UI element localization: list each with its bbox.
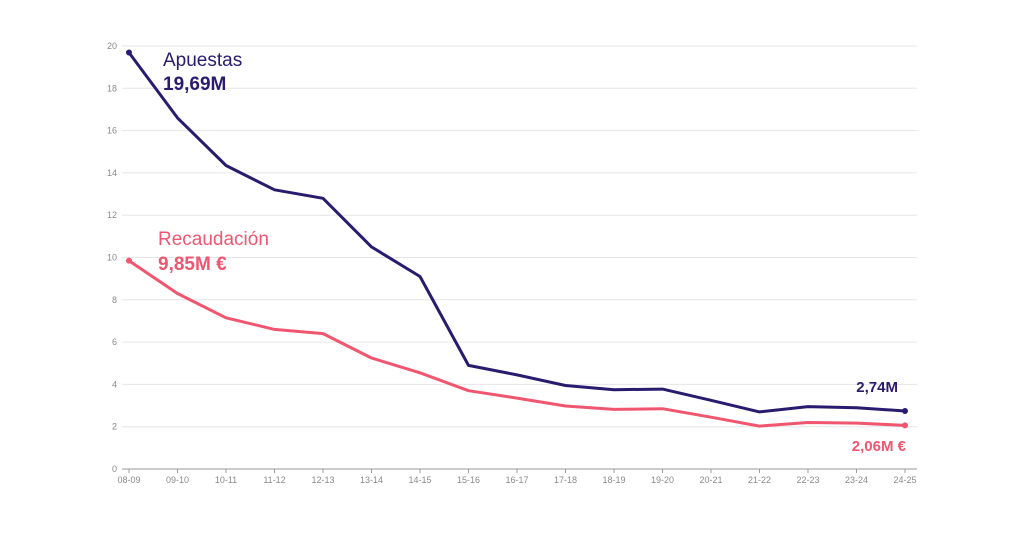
x-tick-label: 23-24 — [845, 475, 868, 485]
y-tick-label: 12 — [107, 210, 117, 220]
x-tick-label: 20-21 — [699, 475, 722, 485]
x-axis: 08-09 09-10 10-11 11-12 12-13 13-14 14-15 15-16… — [117, 468, 917, 485]
series-layer — [126, 49, 908, 429]
x-tick-label: 24-25 — [893, 475, 916, 485]
x-tick-label: 13-14 — [360, 475, 383, 485]
x-tick-label: 15-16 — [457, 475, 480, 485]
recaudacion-start-label: 9,85M € — [158, 254, 227, 275]
apuestas-series-name: Apuestas — [163, 50, 242, 71]
recaudacion-end-label: 2,06M € — [852, 438, 907, 455]
recaudacion-start-point — [126, 257, 132, 264]
recaudacion-line — [127, 259, 907, 428]
x-tick-label: 21-22 — [748, 475, 771, 485]
x-tick-label: 17-18 — [554, 475, 577, 485]
recaudacion-end-point — [902, 422, 908, 429]
x-tick-label: 14-15 — [408, 475, 431, 485]
gridlines — [122, 45, 917, 428]
y-tick-label: 10 — [107, 253, 117, 263]
x-tick-label: 10-11 — [215, 475, 237, 485]
apuestas-start-point — [126, 49, 132, 56]
y-tick-label: 4 — [112, 379, 117, 389]
x-tick-label: 19-20 — [651, 475, 674, 485]
apuestas-start-label: 19,69M — [163, 74, 226, 95]
x-tick-label: 11-12 — [263, 475, 285, 485]
y-tick-label: 8 — [112, 295, 117, 305]
y-tick-label: 20 — [107, 41, 117, 51]
y-tick-label: 2 — [112, 422, 117, 432]
x-tick-label: 12-13 — [311, 475, 334, 485]
x-tick-label: 09-10 — [166, 475, 189, 485]
apuestas-end-point — [902, 408, 908, 415]
x-tick-label: 18-19 — [602, 475, 625, 485]
y-tick-label: 14 — [107, 168, 117, 178]
y-axis: 0 2 4 6 8 10 12 14 16 18 20 — [107, 41, 117, 474]
recaudacion-series-name: Recaudación — [158, 229, 269, 250]
x-tick-label: 08-09 — [117, 475, 140, 485]
y-tick-label: 18 — [107, 83, 117, 93]
y-tick-label: 16 — [107, 126, 117, 136]
apuestas-line — [127, 51, 907, 414]
x-tick-label: 16-17 — [505, 475, 528, 485]
y-tick-label: 6 — [112, 337, 117, 347]
apuestas-end-label: 2,74M — [856, 379, 898, 396]
y-tick-label: 0 — [112, 464, 117, 474]
x-tick-label: 22-23 — [796, 475, 819, 485]
